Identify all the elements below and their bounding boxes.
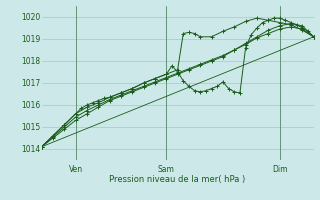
X-axis label: Pression niveau de la mer( hPa ): Pression niveau de la mer( hPa ) (109, 175, 246, 184)
